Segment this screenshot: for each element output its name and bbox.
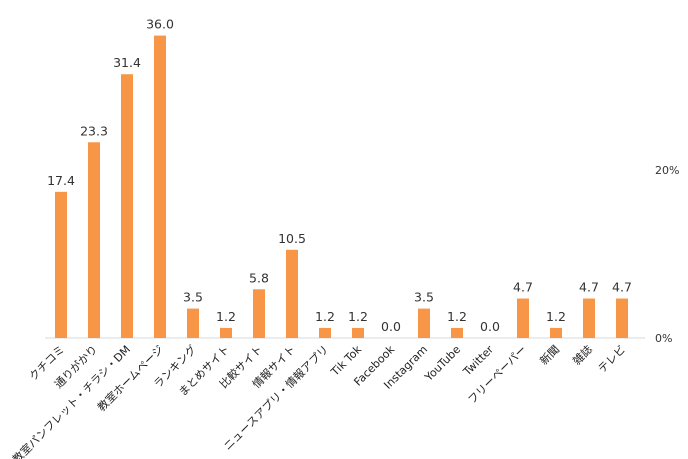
bar-5	[220, 327, 232, 338]
y-tick-label-0: 0%	[655, 332, 672, 345]
value-label-0: 17.4	[47, 173, 75, 188]
value-label-2: 31.4	[113, 55, 141, 70]
category-labels-group: クチコミ通りがかり教室パンフレット・チラシ・DM教室ホームページランキングまとめ…	[9, 342, 628, 459]
bar-8	[319, 327, 331, 338]
category-label-15: 新聞	[537, 342, 562, 367]
value-label-9: 1.2	[348, 309, 368, 324]
bar-6	[253, 289, 265, 338]
category-label-17: テレビ	[596, 343, 629, 376]
category-label-14: フリーペーパー	[466, 343, 530, 407]
value-label-6: 5.8	[249, 270, 269, 285]
value-label-12: 1.2	[447, 309, 467, 324]
bars-group	[55, 35, 628, 339]
bar-4	[187, 308, 199, 338]
value-label-3: 36.0	[146, 17, 174, 32]
value-label-11: 3.5	[414, 290, 434, 305]
value-label-10: 0.0	[381, 319, 401, 334]
bar-3	[154, 35, 166, 338]
y-tick-labels-group: 0% 20%	[655, 164, 679, 345]
value-label-1: 23.3	[80, 123, 108, 138]
value-label-17: 4.7	[612, 280, 632, 295]
bar-1	[88, 142, 100, 338]
value-label-14: 4.7	[513, 280, 533, 295]
value-label-15: 1.2	[546, 309, 566, 324]
bar-7	[286, 249, 298, 338]
value-label-5: 1.2	[216, 309, 236, 324]
value-label-16: 4.7	[579, 280, 599, 295]
category-label-16: 雑誌	[570, 342, 595, 367]
bar-9	[352, 327, 364, 338]
bar-11	[418, 308, 430, 338]
y-tick-label-1: 20%	[655, 164, 679, 177]
value-labels-group: 17.4 23.3 31.4 36.0 3.5 1.2 5.8 10.5 1.2 1.2 0.0 3.…	[47, 17, 632, 334]
bar-16	[583, 298, 595, 338]
value-label-7: 10.5	[278, 231, 306, 246]
category-label-12: YouTube	[422, 343, 464, 385]
bar-17	[616, 298, 628, 338]
value-label-4: 3.5	[183, 290, 203, 305]
value-label-8: 1.2	[315, 309, 335, 324]
value-label-13: 0.0	[480, 319, 500, 334]
bar-2	[121, 74, 133, 339]
bar-12	[451, 327, 463, 338]
bar-14	[517, 298, 529, 338]
bar-15	[550, 327, 562, 338]
bar-0	[55, 191, 67, 338]
